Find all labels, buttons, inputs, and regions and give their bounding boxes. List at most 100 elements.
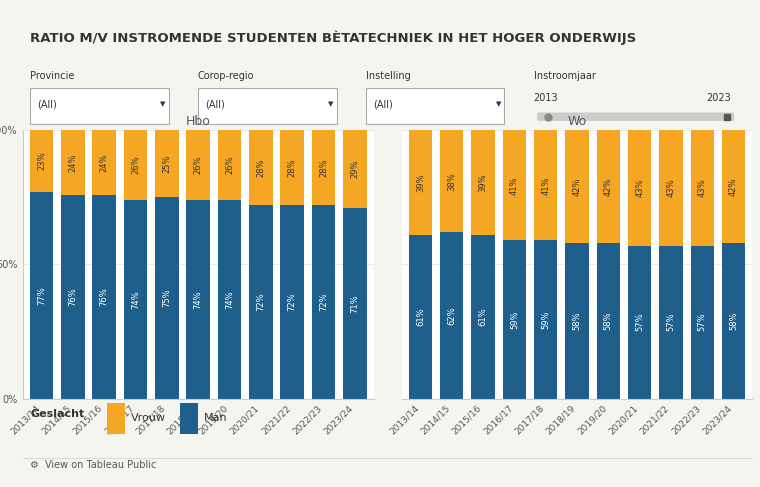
Text: 2013: 2013 [534, 93, 558, 103]
Bar [659, 130, 682, 245]
Bar [628, 130, 651, 245]
Text: 74%: 74% [225, 290, 234, 309]
Text: 42%: 42% [604, 177, 613, 196]
Text: 23%: 23% [37, 152, 46, 170]
Text: 57%: 57% [698, 313, 707, 332]
Text: 72%: 72% [256, 293, 265, 311]
Text: Instelling: Instelling [366, 71, 410, 81]
Text: 57%: 57% [667, 313, 676, 332]
Bar [312, 206, 335, 398]
Text: 26%: 26% [225, 156, 234, 174]
Text: 76%: 76% [68, 287, 78, 306]
Bar [155, 131, 179, 197]
Bar [691, 130, 714, 245]
Text: 61%: 61% [416, 307, 425, 326]
Text: 24%: 24% [100, 153, 109, 172]
Text: 77%: 77% [37, 286, 46, 305]
Bar [93, 130, 116, 195]
Bar [502, 131, 526, 240]
Bar [249, 130, 273, 206]
Text: (All): (All) [37, 99, 57, 110]
Text: 28%: 28% [319, 159, 328, 177]
Text: (All): (All) [373, 99, 393, 110]
Text: 24%: 24% [68, 153, 78, 172]
Bar [502, 240, 526, 398]
Bar [343, 131, 366, 208]
Text: Vrouw: Vrouw [131, 413, 166, 423]
Bar [249, 206, 273, 398]
Bar [124, 200, 147, 398]
Text: 28%: 28% [256, 159, 265, 177]
Text: 41%: 41% [541, 176, 550, 194]
Text: Geslacht: Geslacht [30, 410, 84, 419]
Text: 75%: 75% [163, 289, 171, 307]
Text: 58%: 58% [604, 312, 613, 330]
Bar [409, 130, 432, 235]
Text: 58%: 58% [729, 312, 738, 330]
Text: 62%: 62% [447, 306, 456, 325]
Text: 29%: 29% [350, 160, 359, 178]
Text: Man: Man [204, 413, 227, 423]
Bar [597, 243, 620, 398]
Bar [440, 232, 464, 398]
Bar [597, 131, 620, 243]
FancyBboxPatch shape [198, 88, 337, 124]
Text: 41%: 41% [510, 176, 519, 194]
Text: 61%: 61% [479, 307, 488, 326]
Text: 26%: 26% [194, 156, 203, 174]
Text: Instroomjaar: Instroomjaar [534, 71, 595, 81]
Text: ▼: ▼ [328, 101, 333, 107]
Bar [722, 131, 746, 243]
Text: 26%: 26% [131, 156, 140, 174]
Bar [218, 131, 241, 200]
Text: 2023: 2023 [706, 93, 730, 103]
Text: 74%: 74% [131, 290, 140, 309]
FancyBboxPatch shape [179, 403, 198, 434]
FancyBboxPatch shape [366, 88, 505, 124]
Bar [565, 131, 589, 243]
Bar [61, 195, 84, 398]
Bar [659, 245, 682, 398]
Bar [186, 131, 210, 200]
Bar [186, 200, 210, 398]
Text: Corop-regio: Corop-regio [198, 71, 255, 81]
Bar [722, 243, 746, 398]
Bar [471, 235, 495, 398]
FancyBboxPatch shape [537, 112, 734, 121]
Text: 25%: 25% [163, 154, 171, 173]
Text: 59%: 59% [541, 310, 550, 329]
Text: RATIO M/V INSTROMENDE STUDENTEN BÈTATECHNIEK IN HET HOGER ONDERWIJS: RATIO M/V INSTROMENDE STUDENTEN BÈTATECH… [30, 30, 636, 45]
Bar [30, 192, 53, 398]
Bar [312, 130, 335, 206]
Bar [61, 130, 84, 195]
Text: 57%: 57% [635, 313, 644, 332]
FancyBboxPatch shape [30, 88, 169, 124]
Text: 43%: 43% [635, 179, 644, 197]
Bar [565, 243, 589, 398]
Text: ▼: ▼ [160, 101, 166, 107]
Bar [30, 130, 53, 192]
Bar [409, 235, 432, 398]
Text: 28%: 28% [287, 159, 296, 177]
Bar [628, 245, 651, 398]
Bar [218, 200, 241, 398]
Text: 76%: 76% [100, 287, 109, 306]
Bar [534, 240, 557, 398]
Title: Hbo: Hbo [185, 115, 211, 128]
Text: (All): (All) [205, 99, 225, 110]
Text: 43%: 43% [698, 179, 707, 197]
Text: 38%: 38% [447, 172, 456, 190]
Bar [440, 130, 464, 232]
Bar [280, 130, 304, 206]
Text: 58%: 58% [572, 312, 581, 330]
FancyBboxPatch shape [106, 403, 125, 434]
Text: 43%: 43% [667, 179, 676, 197]
Text: 59%: 59% [510, 310, 519, 329]
Text: 74%: 74% [194, 290, 203, 309]
Bar [155, 197, 179, 398]
Text: 39%: 39% [416, 173, 425, 192]
Bar [124, 131, 147, 200]
Bar [93, 195, 116, 398]
Text: ▼: ▼ [496, 101, 501, 107]
Text: 72%: 72% [319, 293, 328, 311]
